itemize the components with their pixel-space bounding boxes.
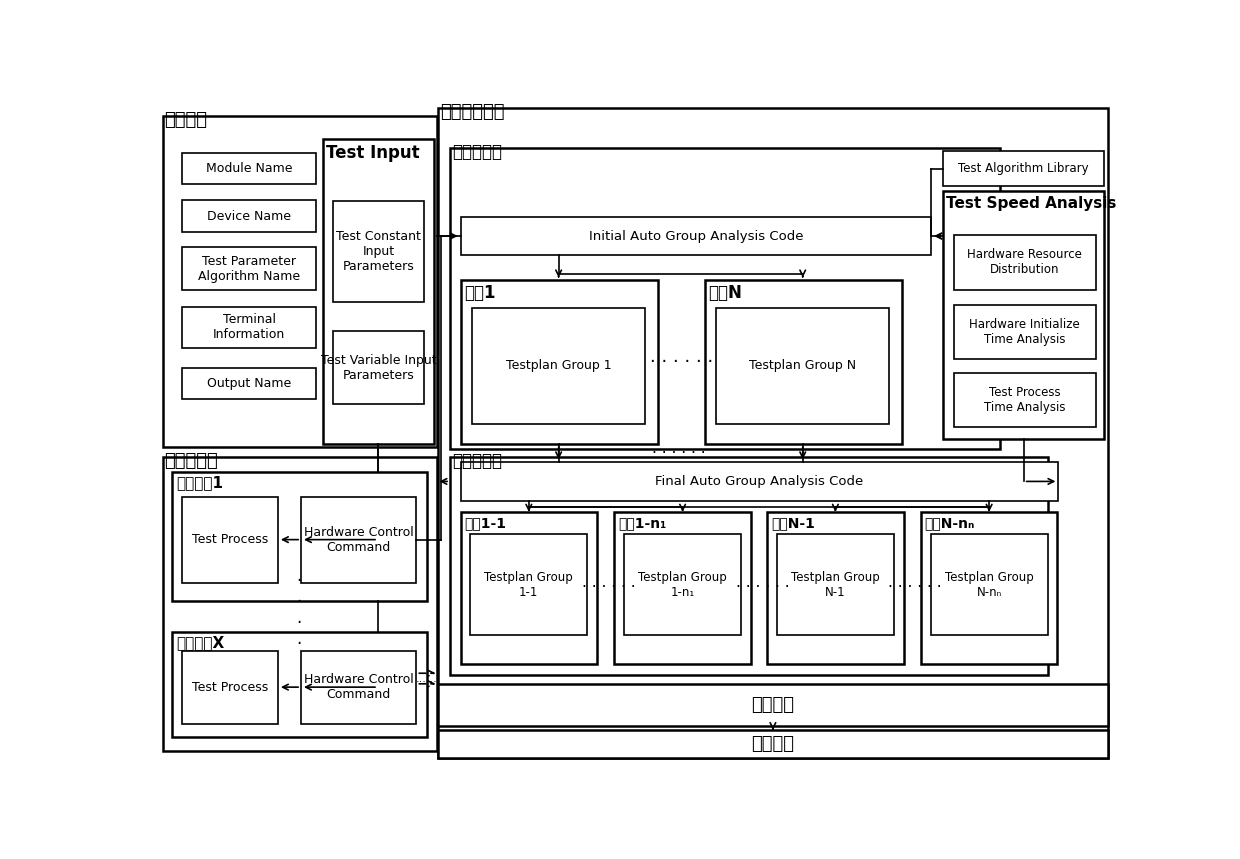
Text: Test Speed Analysis: Test Speed Analysis <box>946 196 1116 210</box>
Bar <box>332 332 424 404</box>
Text: Hardware Control
Command: Hardware Control Command <box>304 673 414 701</box>
Text: · · · · · ·: · · · · · · <box>650 353 713 371</box>
Bar <box>614 512 750 664</box>
Text: Test Algorithm Library: Test Algorithm Library <box>959 162 1089 175</box>
Bar <box>324 139 434 444</box>
Bar <box>942 151 1105 186</box>
Text: Device Name: Device Name <box>207 210 291 222</box>
Text: 分组N-1: 分组N-1 <box>771 515 815 530</box>
Bar <box>470 534 588 635</box>
Text: Test Process: Test Process <box>192 680 268 693</box>
Bar <box>930 534 1048 635</box>
Text: Testplan Group
1-1: Testplan Group 1-1 <box>485 570 573 599</box>
Text: · · · · · ·: · · · · · · <box>735 581 789 595</box>
Text: · · · · · ·: · · · · · · <box>888 581 942 595</box>
Bar <box>301 497 417 582</box>
Bar <box>776 534 894 635</box>
Text: 测试算法X: 测试算法X <box>176 636 224 650</box>
Text: 分组1-1: 分组1-1 <box>465 515 506 530</box>
Bar <box>182 368 316 399</box>
Bar <box>768 512 904 664</box>
Text: Final Auto Group Analysis Code: Final Auto Group Analysis Code <box>656 475 863 488</box>
Bar <box>954 235 1096 289</box>
Text: Test Input: Test Input <box>326 144 419 162</box>
Text: Testplan Group
N-nₙ: Testplan Group N-nₙ <box>945 570 1033 599</box>
Text: Testplan Group
N-1: Testplan Group N-1 <box>791 570 879 599</box>
Text: Output Name: Output Name <box>207 377 291 390</box>
Bar <box>182 247 316 290</box>
Bar <box>460 280 657 444</box>
Text: 分组1: 分组1 <box>465 284 496 302</box>
Bar <box>332 201 424 302</box>
Bar <box>439 730 1109 758</box>
Text: Testplan Group 1: Testplan Group 1 <box>506 359 611 372</box>
Text: Testplan Group N: Testplan Group N <box>749 359 857 372</box>
Bar <box>921 512 1058 664</box>
Bar <box>182 497 278 582</box>
Bar <box>624 534 742 635</box>
Bar <box>704 280 901 444</box>
Text: Test Process
Time Analysis: Test Process Time Analysis <box>985 386 1065 414</box>
Bar <box>954 305 1096 359</box>
Text: Testplan Group
1-n₁: Testplan Group 1-n₁ <box>639 570 727 599</box>
Text: Hardware Control
Command: Hardware Control Command <box>304 526 414 553</box>
Bar <box>450 457 1048 675</box>
Bar <box>942 191 1105 439</box>
Text: Terminal
Information: Terminal Information <box>213 314 285 341</box>
Text: 测试计划: 测试计划 <box>165 111 207 129</box>
Text: 测试算法库: 测试算法库 <box>165 452 218 470</box>
Text: Test Constant
Input
Parameters: Test Constant Input Parameters <box>336 229 422 273</box>
Bar <box>460 512 596 664</box>
Text: ·
·
·
·: · · · · <box>296 572 301 653</box>
Bar <box>162 457 436 752</box>
Bar <box>450 148 999 449</box>
Text: · · · · · ·: · · · · · · <box>582 581 635 595</box>
Text: ......: ...... <box>417 673 438 684</box>
Bar <box>460 216 931 255</box>
Bar <box>172 632 427 737</box>
Text: Module Name: Module Name <box>206 162 293 175</box>
Bar <box>954 373 1096 427</box>
Text: 分组N: 分组N <box>708 284 743 302</box>
Text: Test Variable Input
Parameters: Test Variable Input Parameters <box>321 354 436 381</box>
Text: 第二次分组: 第二次分组 <box>451 452 502 470</box>
Text: Hardware Resource
Distribution: Hardware Resource Distribution <box>967 248 1083 277</box>
Text: 自动分组分析: 自动分组分析 <box>440 103 505 121</box>
Bar <box>162 116 436 447</box>
Text: 第一次分组: 第一次分组 <box>451 143 502 161</box>
Text: Test Process: Test Process <box>192 533 268 546</box>
Bar <box>301 651 417 723</box>
Bar <box>182 307 316 348</box>
Text: Initial Auto Group Analysis Code: Initial Auto Group Analysis Code <box>589 229 804 242</box>
Bar <box>472 308 645 423</box>
Bar <box>439 684 1109 726</box>
Text: Hardware Initialize
Time Analysis: Hardware Initialize Time Analysis <box>970 318 1080 346</box>
Text: 分组1-n₁: 分组1-n₁ <box>619 515 666 530</box>
Bar <box>182 651 278 723</box>
Bar <box>172 472 427 601</box>
Bar <box>460 462 1058 501</box>
Text: 测试设备: 测试设备 <box>751 696 795 714</box>
Text: Test Parameter
Algorithm Name: Test Parameter Algorithm Name <box>198 255 300 283</box>
Bar <box>717 308 889 423</box>
Text: 分组N-nₙ: 分组N-nₙ <box>925 515 975 530</box>
Text: 测试算法1: 测试算法1 <box>176 476 223 490</box>
Bar <box>182 153 316 185</box>
Text: 待测器件: 待测器件 <box>751 735 795 753</box>
Bar <box>182 200 316 232</box>
Text: · · · · · ·: · · · · · · <box>652 446 706 461</box>
Bar <box>439 108 1109 758</box>
